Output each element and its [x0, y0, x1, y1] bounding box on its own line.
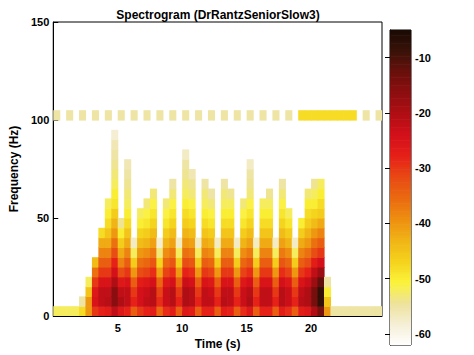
svg-text:0: 0 [43, 310, 49, 322]
svg-text:100: 100 [31, 114, 49, 126]
svg-text:-20: -20 [415, 107, 431, 119]
svg-text:10: 10 [176, 322, 188, 334]
svg-text:Frequency (Hz): Frequency (Hz) [7, 126, 21, 213]
svg-text:15: 15 [241, 322, 253, 334]
svg-text:5: 5 [115, 322, 121, 334]
svg-text:-60: -60 [415, 328, 431, 340]
svg-text:-40: -40 [415, 217, 431, 229]
svg-text:150: 150 [31, 16, 49, 28]
svg-text:Spectrogram (DrRantzSeniorSlow: Spectrogram (DrRantzSeniorSlow3) [116, 8, 319, 22]
svg-text:Time (s): Time (s) [195, 337, 241, 351]
svg-text:-10: -10 [415, 52, 431, 64]
svg-text:20: 20 [305, 322, 317, 334]
svg-text:50: 50 [37, 212, 49, 224]
svg-text:-50: -50 [415, 273, 431, 285]
svg-text:-30: -30 [415, 162, 431, 174]
